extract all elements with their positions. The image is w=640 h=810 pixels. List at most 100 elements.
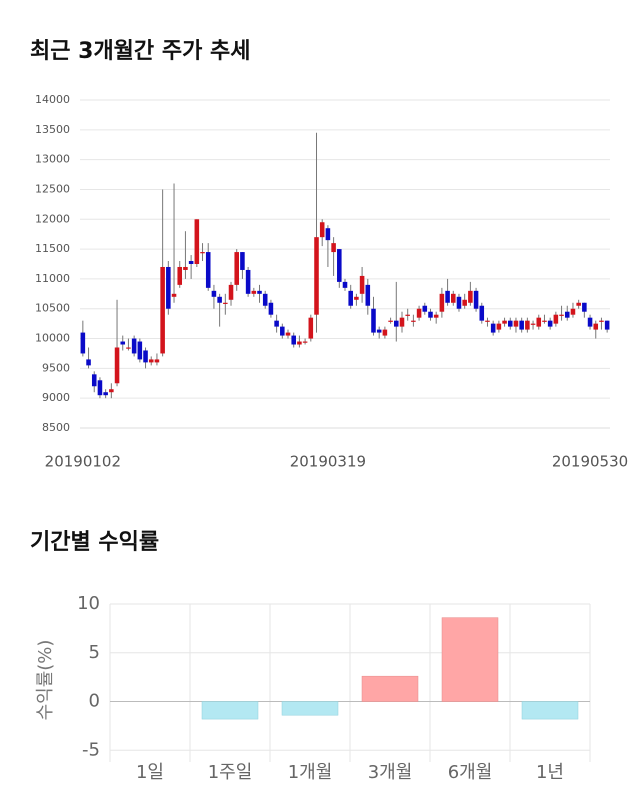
candle-body	[513, 320, 519, 327]
candle-body	[405, 314, 410, 316]
candle-body	[154, 359, 160, 363]
candle-body	[371, 308, 376, 333]
candle-body	[97, 380, 103, 396]
candle-body	[519, 320, 524, 330]
candle-body	[582, 302, 587, 312]
candle-body	[394, 320, 399, 327]
y-tick-label: 5	[89, 642, 100, 663]
y-tick-label: 8500	[42, 421, 70, 434]
candle-body	[348, 290, 353, 306]
candle-body	[547, 320, 553, 327]
candle-body	[251, 290, 257, 294]
candle-body	[456, 296, 462, 309]
candle-body	[245, 269, 251, 294]
candle-body	[354, 296, 359, 300]
candle-body	[433, 314, 439, 318]
candle-body	[114, 347, 120, 384]
candle-body	[262, 293, 268, 306]
bar	[281, 701, 339, 716]
candle-body	[217, 296, 222, 303]
candle-body	[468, 290, 473, 303]
candle-body	[337, 249, 342, 282]
candle-body	[331, 243, 336, 253]
candle-body	[131, 338, 137, 354]
candle-body	[200, 252, 205, 254]
candle-body	[177, 266, 183, 285]
candle-body	[536, 317, 542, 327]
bar	[201, 701, 259, 720]
candle-body	[280, 326, 285, 336]
y-tick-label: 12500	[35, 182, 70, 195]
y-tick-label: -5	[82, 739, 100, 760]
candle-body	[359, 275, 365, 294]
candle-body	[376, 329, 382, 333]
candle-body	[439, 293, 445, 312]
candle-body	[411, 320, 416, 322]
candle-body	[80, 332, 86, 354]
x-tick-label: 1개월	[288, 762, 333, 783]
candle-body	[479, 305, 485, 321]
candle-body	[308, 317, 314, 339]
x-tick-label: 20190530	[552, 453, 628, 471]
candle-body	[604, 320, 610, 330]
y-axis-label: 수익률(%)	[35, 640, 56, 721]
chart-title: 기간별 수익률	[30, 530, 159, 555]
candle-body	[422, 305, 428, 312]
candle-body	[451, 293, 456, 303]
candle-body	[91, 374, 97, 387]
candle-body	[109, 389, 114, 393]
candle-body	[576, 302, 581, 306]
candle-body	[570, 308, 576, 315]
y-tick-label: 0	[89, 691, 100, 712]
candle-body	[302, 341, 308, 343]
candle-body	[148, 359, 154, 363]
x-tick-label: 3개월	[368, 762, 413, 783]
candle-body	[530, 323, 536, 325]
candle-body	[291, 335, 296, 345]
candle-body	[490, 323, 496, 333]
candle-body	[137, 341, 143, 360]
x-tick-label: 20190319	[290, 453, 366, 471]
candle-body	[257, 290, 262, 294]
x-tick-label: 1주일	[208, 762, 253, 783]
y-tick-label: 13500	[35, 123, 70, 136]
candle-body	[126, 347, 131, 349]
x-tick-label: 1일	[136, 762, 164, 783]
candle-body	[223, 302, 228, 304]
candle-body	[86, 359, 91, 366]
candle-body	[365, 284, 371, 306]
candle-body	[228, 284, 234, 300]
candle-body	[388, 320, 393, 322]
candle-body	[564, 311, 570, 318]
candle-body	[445, 290, 450, 303]
candle-body	[473, 290, 479, 309]
y-tick-label: 10000	[35, 332, 70, 345]
candle-body	[166, 266, 171, 309]
candle-body	[399, 317, 405, 327]
candle-body	[183, 266, 188, 270]
y-tick-label: 10500	[35, 302, 70, 315]
candle-body	[297, 341, 302, 345]
candle-body	[485, 320, 490, 322]
candle-body	[285, 332, 291, 336]
candle-body	[502, 320, 507, 324]
candle-body	[120, 341, 126, 345]
candle-body	[171, 293, 177, 297]
candle-body	[416, 308, 422, 318]
y-tick-label: 12000	[35, 212, 70, 225]
bar	[521, 701, 579, 720]
candle-body	[211, 290, 217, 297]
candle-body	[542, 320, 547, 322]
candle-body	[274, 320, 279, 327]
candle-body	[593, 323, 599, 330]
candle-body	[143, 350, 148, 363]
candle-body	[240, 252, 245, 270]
y-tick-label: 11500	[35, 242, 70, 255]
y-tick-label: 14000	[35, 93, 70, 106]
y-tick-label: 10	[77, 593, 100, 614]
candle-body	[342, 281, 348, 288]
chart-title: 최근 3개월간 주가 추세	[30, 39, 250, 64]
candle-body	[599, 320, 604, 322]
x-tick-label: 1년	[536, 762, 564, 783]
